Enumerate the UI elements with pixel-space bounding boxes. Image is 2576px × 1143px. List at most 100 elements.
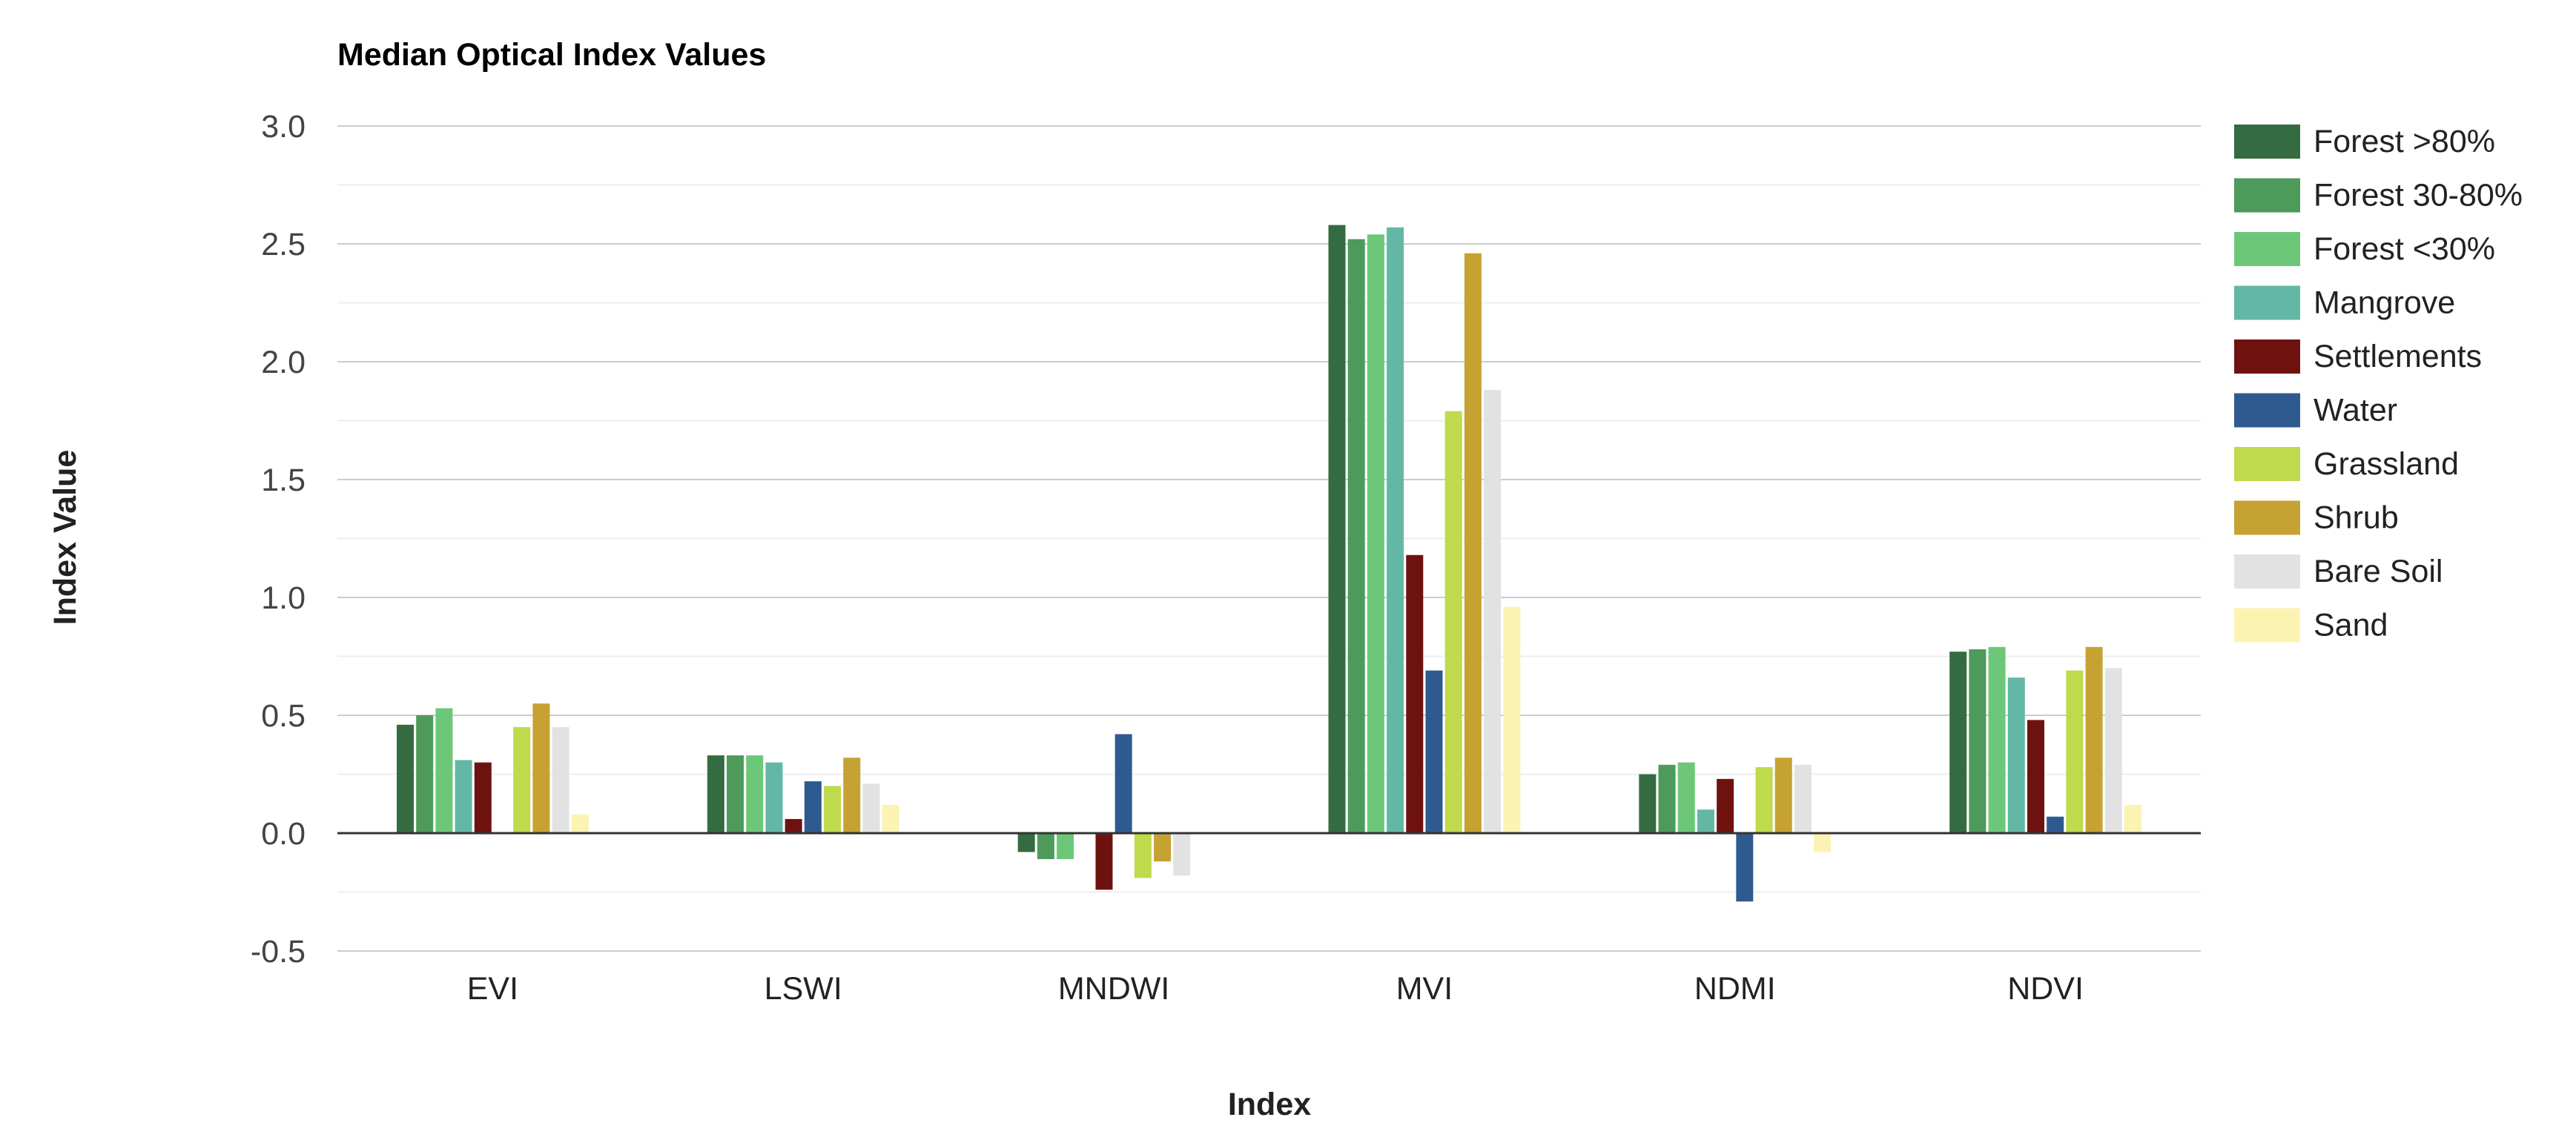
legend-swatch	[2234, 554, 2300, 589]
y-tick-label: 3.0	[261, 109, 306, 145]
bar-ndvi-9	[2124, 804, 2141, 833]
bar-ndmi-8	[1794, 764, 1812, 833]
legend-label: Water	[2314, 393, 2397, 428]
legend-swatch	[2234, 500, 2300, 535]
y-tick-label: 0.5	[261, 698, 306, 734]
bar-ndmi-2	[1677, 762, 1695, 833]
bar-evi-9	[571, 814, 589, 833]
legend-label: Mangrove	[2314, 285, 2455, 321]
bar-lswi-1	[727, 755, 744, 833]
x-axis-title: Index	[1228, 1087, 1311, 1122]
bar-lswi-3	[765, 762, 783, 833]
legend-label: Forest <30%	[2314, 231, 2495, 267]
bar-evi-3	[455, 760, 472, 833]
bar-evi-8	[552, 726, 569, 833]
bar-ndmi-0	[1639, 774, 1657, 833]
legend-label: Sand	[2314, 608, 2388, 643]
bar-mndwi-0	[1017, 833, 1035, 852]
bar-lswi-6	[824, 786, 842, 833]
bar-mvi-6	[1444, 411, 1462, 833]
bar-ndvi-4	[2027, 720, 2044, 833]
bar-ndvi-5	[2047, 816, 2064, 833]
bar-ndmi-5	[1736, 833, 1754, 902]
bar-evi-6	[513, 726, 531, 833]
bar-evi-0	[397, 724, 415, 833]
bar-mvi-3	[1387, 227, 1404, 833]
bar-ndmi-4	[1717, 778, 1734, 833]
y-tick-label: 1.0	[261, 580, 306, 616]
legend-swatch	[2234, 285, 2300, 320]
x-tick-label: NDMI	[1694, 971, 1776, 1007]
bar-lswi-0	[707, 755, 724, 833]
x-tick-label: MVI	[1396, 971, 1453, 1007]
bar-mvi-4	[1406, 554, 1424, 833]
legend-label: Shrub	[2314, 500, 2399, 536]
bar-lswi-5	[804, 781, 822, 833]
bar-mndwi-7	[1154, 833, 1172, 862]
bar-mvi-7	[1464, 253, 1482, 834]
bar-lswi-2	[746, 755, 764, 833]
bar-ndmi-6	[1755, 766, 1773, 833]
bar-mvi-1	[1347, 239, 1365, 833]
grid	[337, 125, 2201, 952]
legend-label: Grassland	[2314, 446, 2459, 482]
bar-ndvi-2	[1988, 646, 2006, 833]
y-tick-label: 2.0	[261, 345, 306, 380]
bar-mvi-5	[1425, 670, 1443, 833]
legend-swatch	[2234, 178, 2300, 213]
y-tick-label: -0.5	[251, 934, 306, 970]
bar-ndvi-8	[2104, 668, 2122, 833]
chart-title: Median Optical Index Values	[337, 37, 766, 73]
bar-mndwi-5	[1114, 734, 1132, 833]
bar-ndmi-1	[1658, 764, 1676, 833]
y-tick-label: 0.0	[261, 816, 306, 852]
bar-lswi-8	[862, 783, 880, 833]
x-tick-label: EVI	[467, 971, 518, 1007]
x-tick-label: NDVI	[2007, 971, 2084, 1007]
legend-label: Settlements	[2314, 339, 2482, 374]
bar-mvi-2	[1367, 234, 1384, 833]
legend-label: Bare Soil	[2314, 554, 2443, 589]
x-tick-label: MNDWI	[1058, 971, 1169, 1007]
legend-label: Forest 30-80%	[2314, 178, 2523, 213]
bar-ndmi-3	[1697, 809, 1714, 833]
bar-ndvi-1	[1969, 649, 1987, 833]
y-tick-label: 1.5	[261, 463, 306, 498]
legend-swatch	[2234, 232, 2300, 266]
bar-mvi-0	[1328, 225, 1346, 833]
x-tick-label: LSWI	[764, 971, 842, 1007]
bar-mndwi-8	[1173, 833, 1191, 876]
legend-swatch	[2234, 393, 2300, 428]
bar-mndwi-2	[1057, 833, 1074, 859]
bars	[397, 225, 2141, 902]
bar-evi-4	[474, 762, 492, 833]
legend-label: Forest >80%	[2314, 124, 2495, 159]
legend-swatch	[2234, 608, 2300, 643]
bar-mvi-8	[1484, 390, 1502, 833]
axes: -0.5 0.0 0.5 1.0 1.5 2.0 2.5 3.0 EVI LSWI MNDWI MVI…	[251, 109, 2201, 1007]
bar-evi-7	[532, 703, 550, 833]
bar-evi-2	[435, 708, 453, 833]
legend-swatch	[2234, 125, 2300, 159]
bar-lswi-7	[843, 758, 861, 833]
bar-evi-1	[416, 715, 434, 833]
legend: Forest >80% Forest 30-80% Forest <30% Mangr…	[2234, 124, 2523, 643]
bar-mvi-9	[1503, 606, 1521, 833]
y-axis-title: Index Value	[47, 450, 83, 626]
bar-mndwi-4	[1095, 833, 1113, 890]
y-tick-label: 2.5	[261, 227, 306, 262]
bar-ndvi-6	[2066, 670, 2084, 833]
legend-swatch	[2234, 447, 2300, 481]
bar-ndmi-7	[1774, 758, 1792, 833]
bar-ndvi-7	[2085, 646, 2103, 833]
bar-ndvi-3	[2007, 677, 2025, 833]
bar-lswi-4	[785, 818, 802, 833]
bar-mndwi-1	[1037, 833, 1054, 859]
bar-lswi-9	[882, 804, 899, 833]
bar-mndwi-6	[1134, 833, 1152, 878]
legend-swatch	[2234, 339, 2300, 374]
bar-ndvi-0	[1949, 652, 1967, 833]
bar-ndmi-9	[1814, 833, 1832, 852]
